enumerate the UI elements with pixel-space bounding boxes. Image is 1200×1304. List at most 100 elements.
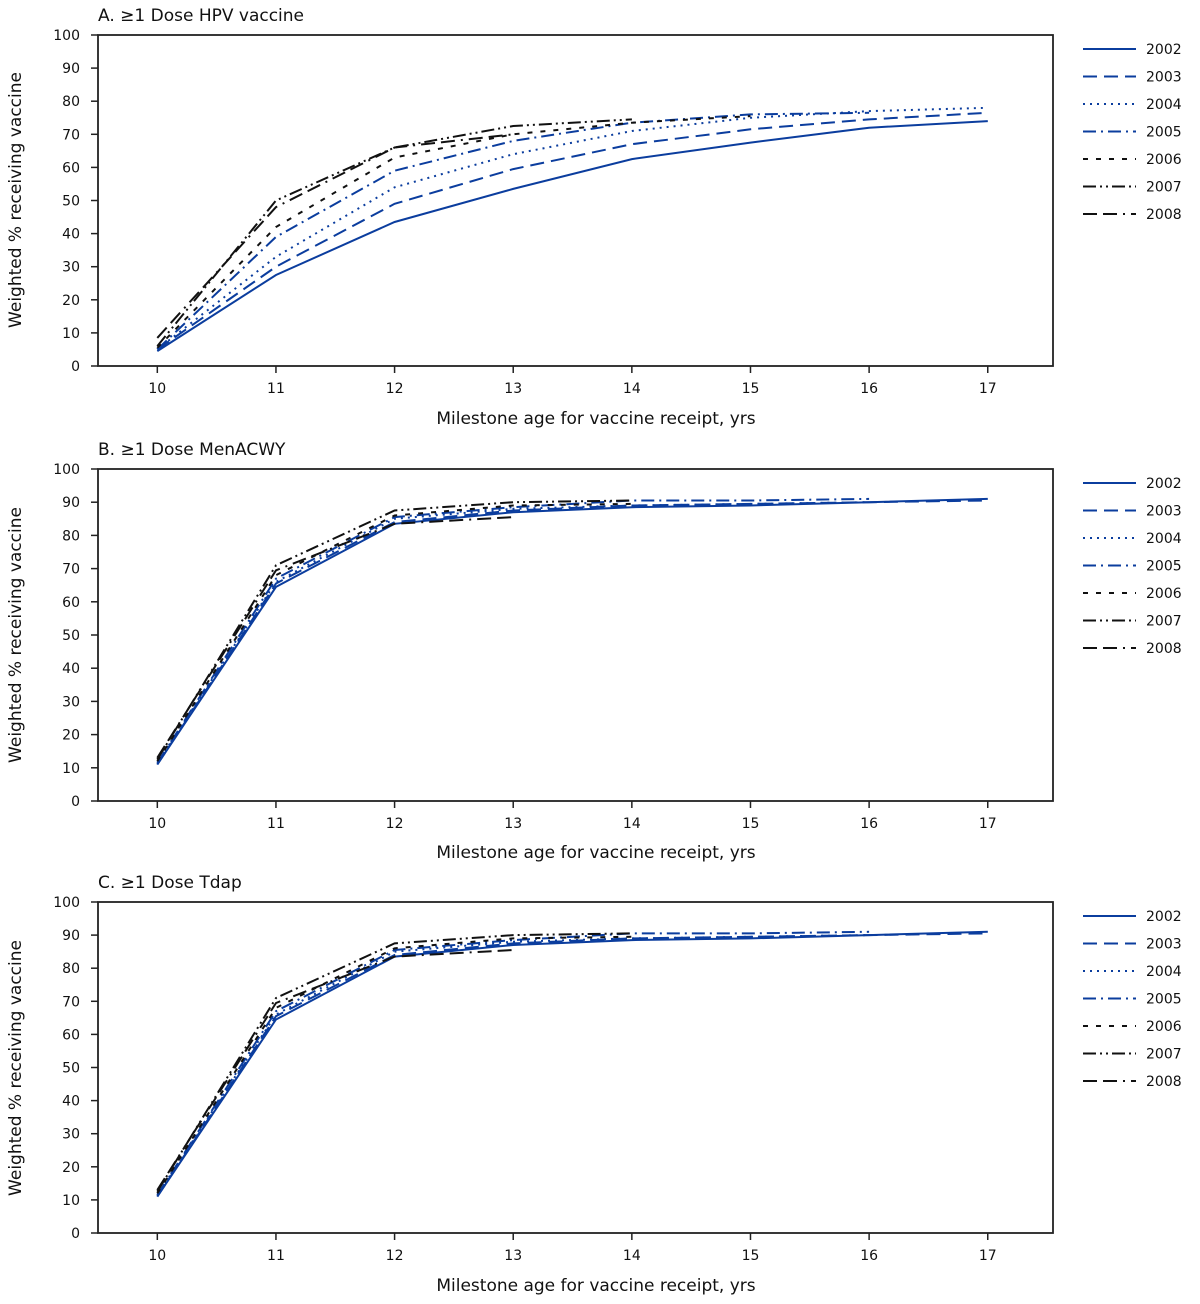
series-line-2004 [156, 934, 870, 1196]
legend-item-2006: 2006 [1083, 1019, 1182, 1035]
x-tick-label: 11 [267, 816, 285, 832]
series-line-2006 [156, 502, 632, 762]
x-tick-label: 12 [386, 381, 404, 397]
legend-item-2003: 2003 [1083, 504, 1182, 520]
y-tick-label: 30 [62, 694, 80, 710]
y-tick-label: 10 [62, 1193, 80, 1209]
y-tick-label: 10 [62, 761, 80, 777]
y-tick-label: 50 [62, 1061, 80, 1077]
x-tick-label: 13 [504, 816, 522, 832]
x-tick-label: 15 [742, 1248, 760, 1264]
y-tick-label: 50 [62, 628, 80, 644]
x-tick-label: 15 [742, 816, 760, 832]
legend-label: 2004 [1146, 531, 1182, 547]
panel-b: B. ≥1 Dose MenACWY Milestone age for vac… [6, 440, 756, 863]
panel-a-ylabel: Weighted % receiving vaccine [6, 72, 26, 328]
panel-b-title: B. ≥1 Dose MenACWY [98, 440, 286, 460]
y-tick-label: 20 [62, 1160, 80, 1176]
panel-b-xlabel: Milestone age for vaccine receipt, yrs [436, 843, 755, 863]
series-line-2003 [156, 932, 988, 1198]
series-line-2007 [156, 118, 632, 347]
y-tick-label: 40 [62, 661, 80, 677]
panel-c-title: C. ≥1 Dose Tdap [98, 873, 242, 893]
y-tick-label: 20 [62, 728, 80, 744]
series-line-2004 [156, 106, 988, 351]
series-line-2007 [156, 932, 632, 1193]
series-line-2002 [156, 497, 988, 766]
y-tick-label: 20 [62, 293, 80, 309]
plot-area-0: 0 10 20 30 40 50 60 70 80 90 100 10 11 12 13 14 15 16 17 [53, 28, 1054, 397]
y-tick-label: 40 [62, 227, 80, 243]
y-tick-label: 80 [62, 961, 80, 977]
y-tick-label: 100 [53, 895, 80, 911]
y-tick-label: 90 [62, 61, 80, 77]
legend-item-2005: 2005 [1083, 992, 1182, 1008]
y-tick-label: 60 [62, 1027, 80, 1043]
legend-label: 2007 [1146, 1047, 1182, 1063]
y-tick-label: 10 [62, 326, 80, 342]
legend-label: 2006 [1146, 1019, 1182, 1035]
plot-frame [97, 34, 1054, 367]
legend-item-2003: 2003 [1083, 70, 1182, 86]
x-tick-label: 16 [860, 381, 878, 397]
y-tick-label: 90 [62, 495, 80, 511]
y-tick-label: 30 [62, 1127, 80, 1143]
x-tick-label: 13 [504, 381, 522, 397]
panel-a: A. ≥1 Dose HPV vaccine Milestone age for… [6, 6, 756, 429]
series-line-2007 [156, 499, 632, 761]
panel-a-xlabel: Milestone age for vaccine receipt, yrs [436, 409, 755, 429]
panel-c-ylabel: Weighted % receiving vaccine [6, 940, 26, 1196]
x-tick-label: 11 [267, 381, 285, 397]
legend-label: 2004 [1146, 97, 1182, 113]
legend-item-2002: 2002 [1083, 909, 1182, 925]
legend-label: 2006 [1146, 152, 1182, 168]
y-tick-label: 70 [62, 994, 80, 1010]
legend-label: 2006 [1146, 586, 1182, 602]
legend-item-2008: 2008 [1083, 1074, 1182, 1090]
y-tick-label: 90 [62, 928, 80, 944]
x-tick-label: 17 [979, 816, 997, 832]
series-line-2005 [156, 497, 870, 764]
y-tick-label: 100 [53, 462, 80, 478]
panel-b-ylabel: Weighted % receiving vaccine [6, 507, 26, 763]
series-line-2006 [156, 935, 632, 1194]
x-tick-label: 14 [623, 381, 641, 397]
legend-label: 2007 [1146, 180, 1182, 196]
y-tick-label: 50 [62, 194, 80, 210]
x-tick-label: 12 [386, 1248, 404, 1264]
series-line-2008 [156, 949, 514, 1191]
x-tick-label: 16 [860, 1248, 878, 1264]
legend-label: 2002 [1146, 476, 1182, 492]
panel-c: C. ≥1 Dose Tdap Milestone age for vaccin… [6, 873, 756, 1296]
x-tick-label: 10 [148, 816, 166, 832]
legend-label: 2004 [1146, 964, 1182, 980]
legend-item-2007: 2007 [1083, 614, 1182, 630]
x-tick-label: 14 [623, 1248, 641, 1264]
y-tick-label: 40 [62, 1094, 80, 1110]
series-line-2004 [156, 501, 870, 764]
legend-label: 2003 [1146, 504, 1182, 520]
plot-area-1: 0 10 20 30 40 50 60 70 80 90 100 10 11 12 13 14 15 16 17 [53, 462, 1054, 832]
legend-item-2008: 2008 [1083, 207, 1182, 223]
y-tick-label: 80 [62, 528, 80, 544]
x-tick-label: 16 [860, 816, 878, 832]
legend-label: 2008 [1146, 1074, 1182, 1090]
y-tick-label: 70 [62, 562, 80, 578]
legend-item-2007: 2007 [1083, 180, 1182, 196]
plot-area-2: 0 10 20 30 40 50 60 70 80 90 100 10 11 12 13 14 15 16 17 [53, 895, 1054, 1264]
legend-label: 2008 [1146, 207, 1182, 223]
x-tick-label: 17 [979, 381, 997, 397]
panel-c-xlabel: Milestone age for vaccine receipt, yrs [436, 1276, 755, 1296]
y-tick-label: 80 [62, 94, 80, 110]
series-line-2008 [156, 516, 514, 759]
y-tick-label: 100 [53, 28, 80, 44]
legend-item-2004: 2004 [1083, 97, 1182, 113]
x-tick-label: 11 [267, 1248, 285, 1264]
legend-label: 2008 [1146, 641, 1182, 657]
x-tick-label: 10 [148, 381, 166, 397]
legend-item-2007: 2007 [1083, 1047, 1182, 1063]
x-tick-label: 13 [504, 1248, 522, 1264]
series-line-2002 [156, 930, 988, 1198]
x-tick-label: 10 [148, 1248, 166, 1264]
